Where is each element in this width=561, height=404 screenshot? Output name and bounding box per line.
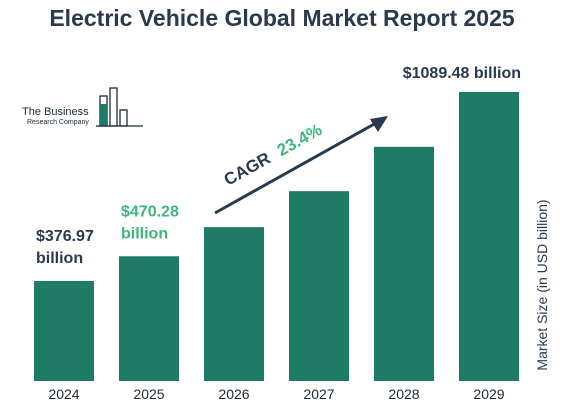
company-logo: The Business Research Company <box>22 88 143 126</box>
x-tick-2026: 2026 <box>218 386 249 402</box>
x-tick-2027: 2027 <box>303 386 334 402</box>
bar-2025 <box>119 256 179 381</box>
bars-group <box>34 92 519 381</box>
logo-line1: The Business <box>22 106 89 118</box>
x-tick-2025: 2025 <box>133 386 164 402</box>
chart-title: Electric Vehicle Global Market Report 20… <box>49 5 515 31</box>
x-tick-2028: 2028 <box>388 386 419 402</box>
x-tick-2024: 2024 <box>48 386 79 402</box>
bar-2024 <box>34 281 94 381</box>
data-label-2029-line1: $1089.48 billion <box>403 65 521 82</box>
data-label-2025-line2: billion <box>121 225 168 242</box>
y-axis-label: Market Size (in USD billion) <box>534 199 550 370</box>
data-label-2024-line1: $376.97 <box>36 228 94 245</box>
data-label-2025-line1: $470.28 <box>121 203 179 220</box>
logo-bar-fill <box>100 104 107 126</box>
bar-2028 <box>374 147 434 381</box>
x-tick-labels: 2024 2025 2026 2027 2028 2029 <box>48 386 504 402</box>
logo-bar-outline-2 <box>110 88 117 126</box>
logo-bar-outline-3 <box>120 110 127 126</box>
data-labels: $376.97 billion $470.28 billion $1089.48 bil… <box>36 65 521 267</box>
data-label-2024-line2: billion <box>36 250 83 267</box>
bar-2027 <box>289 191 349 381</box>
x-tick-2029: 2029 <box>473 386 504 402</box>
bar-2029 <box>459 92 519 381</box>
bar-2026 <box>204 227 264 381</box>
logo-line2: Research Company <box>27 119 89 126</box>
